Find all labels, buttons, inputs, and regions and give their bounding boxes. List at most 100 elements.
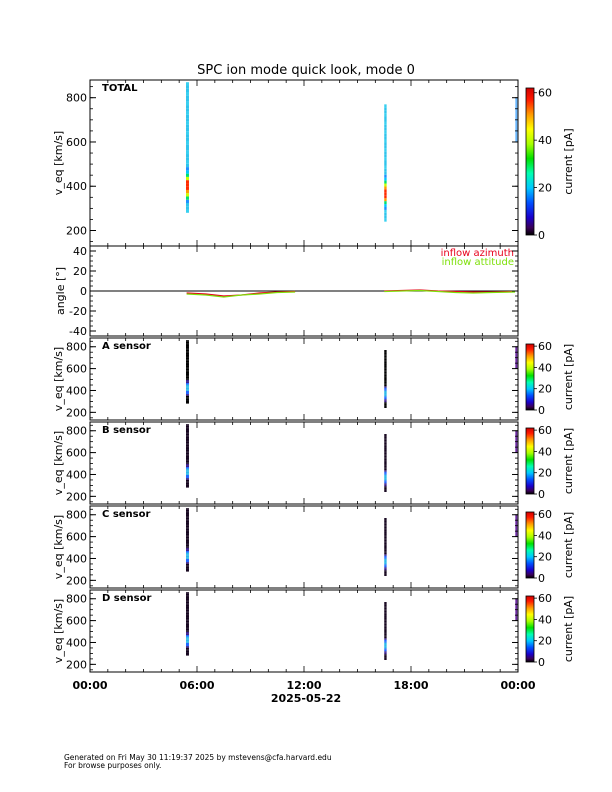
heatmap-cell	[186, 390, 189, 393]
y-tick-label: 600	[66, 615, 87, 628]
heatmap-cell	[384, 390, 387, 393]
heatmap-cell	[384, 397, 387, 400]
y-axis-label: v_eq [km/s]	[52, 431, 65, 495]
heatmap-cell	[186, 535, 189, 537]
colorbar-tick-label: 60	[538, 592, 552, 605]
heatmap-cell	[384, 373, 387, 375]
heatmap-cell	[186, 397, 189, 399]
heatmap-cell	[384, 539, 387, 542]
heatmap-cell	[384, 168, 387, 172]
heatmap-cell	[384, 560, 387, 562]
heatmap-cell	[186, 425, 189, 428]
heatmap-cell	[186, 544, 189, 547]
heatmap-cell	[186, 646, 189, 648]
figure-title: SPC ion mode quick look, mode 0	[197, 63, 415, 78]
heatmap-cell	[384, 163, 387, 166]
heatmap-cell	[186, 395, 189, 398]
heatmap-cell	[186, 524, 189, 526]
heatmap-cell	[186, 525, 189, 528]
heatmap-cell	[186, 522, 189, 525]
heatmap-cell	[384, 381, 387, 384]
y-tick-label: 20	[73, 265, 87, 278]
heatmap-cell	[186, 85, 189, 89]
heatmap-cell	[186, 604, 189, 607]
y-axis-label: v_eq [km/s]	[52, 515, 65, 579]
heatmap-cell	[384, 379, 387, 381]
heatmap-cell	[186, 340, 189, 342]
heatmap-cell	[186, 430, 189, 433]
heatmap-cell	[384, 357, 387, 359]
heatmap-cell	[384, 206, 387, 210]
heatmap-cell	[384, 645, 387, 647]
heatmap-cell	[384, 104, 387, 108]
heatmap-cell	[384, 602, 387, 604]
heatmap-cell	[186, 568, 189, 571]
heatmap-cell	[384, 609, 387, 611]
heatmap-cell	[384, 399, 387, 401]
heatmap-cell	[384, 377, 387, 379]
heatmap-cell	[384, 364, 387, 366]
colorbar-tick-label: 20	[538, 383, 552, 396]
heatmap-cell	[186, 468, 189, 471]
heatmap-cell	[186, 193, 189, 197]
heatmap-cell	[384, 648, 387, 650]
heatmap-cell	[186, 95, 189, 99]
panel-TOTAL: 200 400 600 800 v_eq [km/s] TOTAL 0 20 40 60 curre…	[52, 79, 575, 247]
heatmap-cell	[186, 433, 189, 436]
heatmap-cell	[186, 596, 189, 599]
heatmap-cell	[384, 107, 387, 111]
heatmap-cell	[384, 380, 387, 382]
heatmap-cell	[384, 121, 387, 125]
heatmap-cell	[186, 592, 189, 594]
heatmap-cell	[384, 531, 387, 533]
heatmap-cell	[186, 631, 189, 634]
heatmap-cell	[186, 516, 189, 518]
heatmap-cell	[186, 105, 189, 109]
heatmap-cell	[186, 82, 189, 86]
heatmap-cell	[384, 477, 387, 479]
heatmap-cell	[186, 124, 189, 128]
heatmap-cell	[384, 528, 387, 530]
heatmap-cell	[384, 367, 387, 369]
heatmap-cell	[186, 167, 189, 171]
heatmap-cell	[186, 444, 189, 447]
heatmap-cell	[186, 543, 189, 545]
heatmap-cell	[186, 593, 189, 596]
heatmap-cell	[384, 473, 387, 475]
y-tick-label: 800	[66, 509, 87, 522]
colorbar-tick-label: 20	[538, 551, 552, 564]
heatmap-cell	[384, 622, 387, 624]
heatmap-cell	[186, 466, 189, 469]
heatmap-cell	[186, 541, 189, 544]
heatmap-cell	[186, 121, 189, 125]
heatmap-cell	[384, 520, 387, 523]
heatmap-cell	[384, 201, 387, 205]
heatmap-cell	[384, 547, 387, 549]
heatmap-cell	[186, 463, 189, 466]
heatmap-cell	[384, 212, 387, 216]
heatmap-cell	[186, 170, 189, 174]
heatmap-cell	[186, 392, 189, 395]
heatmap-cell	[186, 203, 189, 207]
y-tick-label: 600	[66, 363, 87, 376]
heatmap-cell	[186, 341, 189, 344]
heatmap-cell	[186, 627, 189, 629]
heatmap-cell	[186, 362, 189, 364]
heatmap-cell	[384, 127, 387, 131]
heatmap-cell	[186, 636, 189, 639]
heatmap-cell	[186, 196, 189, 200]
heatmap-cell	[384, 565, 387, 568]
heatmap-cell	[186, 519, 189, 521]
heatmap-cell	[384, 571, 387, 574]
heatmap-cell	[384, 604, 387, 607]
heatmap-cell	[384, 151, 387, 155]
heatmap-cell	[186, 533, 189, 536]
heatmap-cell	[186, 482, 189, 485]
heatmap-cell	[186, 549, 189, 551]
y-tick-label: 800	[66, 593, 87, 606]
heatmap-cell	[186, 527, 189, 529]
heatmap-cell	[186, 368, 189, 371]
plot-frame	[89, 505, 519, 589]
